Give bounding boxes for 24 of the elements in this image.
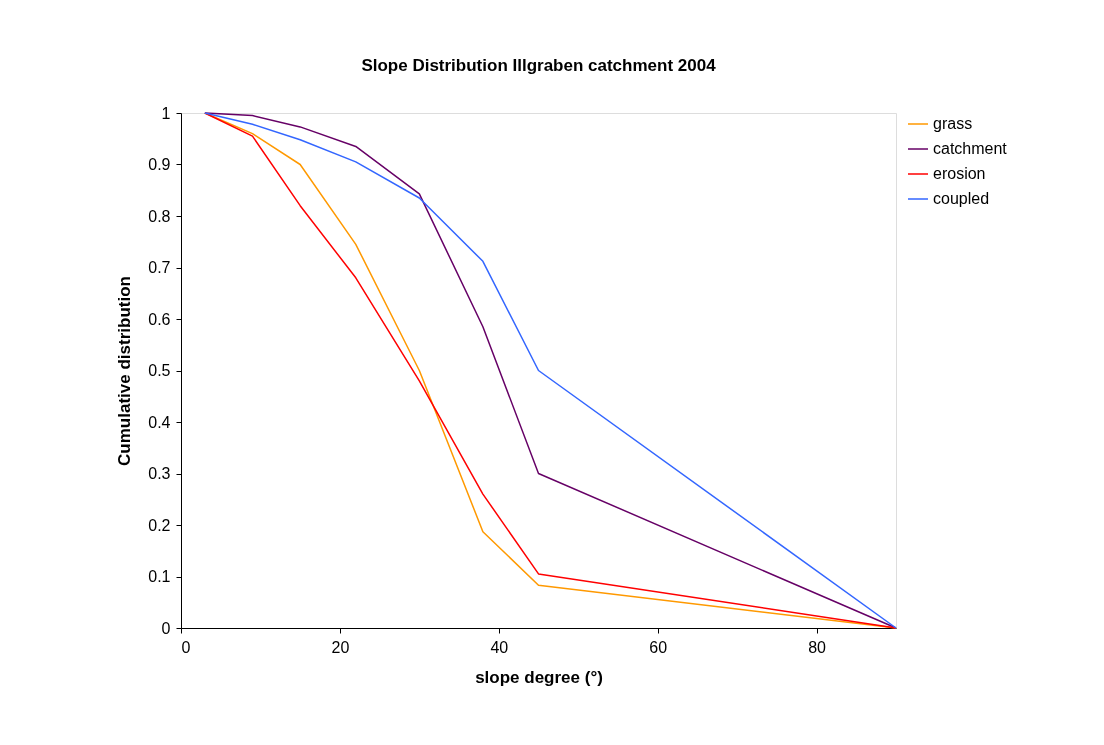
- x-tick-label: 20: [331, 638, 350, 656]
- y-tick-label: 0.2: [148, 516, 171, 534]
- x-tick-label: 80: [808, 638, 827, 656]
- y-tick-label: 0: [161, 619, 171, 637]
- x-axis-title: slope degree (°): [475, 667, 603, 687]
- y-tick-label: 1: [161, 104, 171, 122]
- legend-label: grass: [933, 115, 973, 132]
- legend-label: erosion: [933, 165, 986, 182]
- x-tick-label: 0: [181, 638, 191, 656]
- y-tick-label: 0.6: [148, 310, 171, 328]
- y-tick-label: 0.9: [148, 156, 171, 173]
- y-tick-label: 0.4: [148, 413, 171, 431]
- chart-title: Slope Distribution Illgraben catchment 2004: [361, 56, 717, 75]
- y-tick-label: 0.5: [148, 362, 171, 379]
- x-tick-label: 40: [490, 638, 509, 656]
- legend-label: catchment: [933, 140, 1008, 157]
- y-tick-label: 0.7: [148, 259, 171, 276]
- legend-label: coupled: [933, 190, 990, 207]
- y-axis-title: Cumulative distribution: [115, 276, 135, 466]
- y-tick-label: 0.3: [148, 465, 171, 482]
- line-series: [204, 112, 897, 629]
- y-tick-label: 0.8: [148, 207, 171, 225]
- y-tick-label: 0.1: [148, 568, 171, 585]
- x-tick-label: 60: [649, 638, 668, 656]
